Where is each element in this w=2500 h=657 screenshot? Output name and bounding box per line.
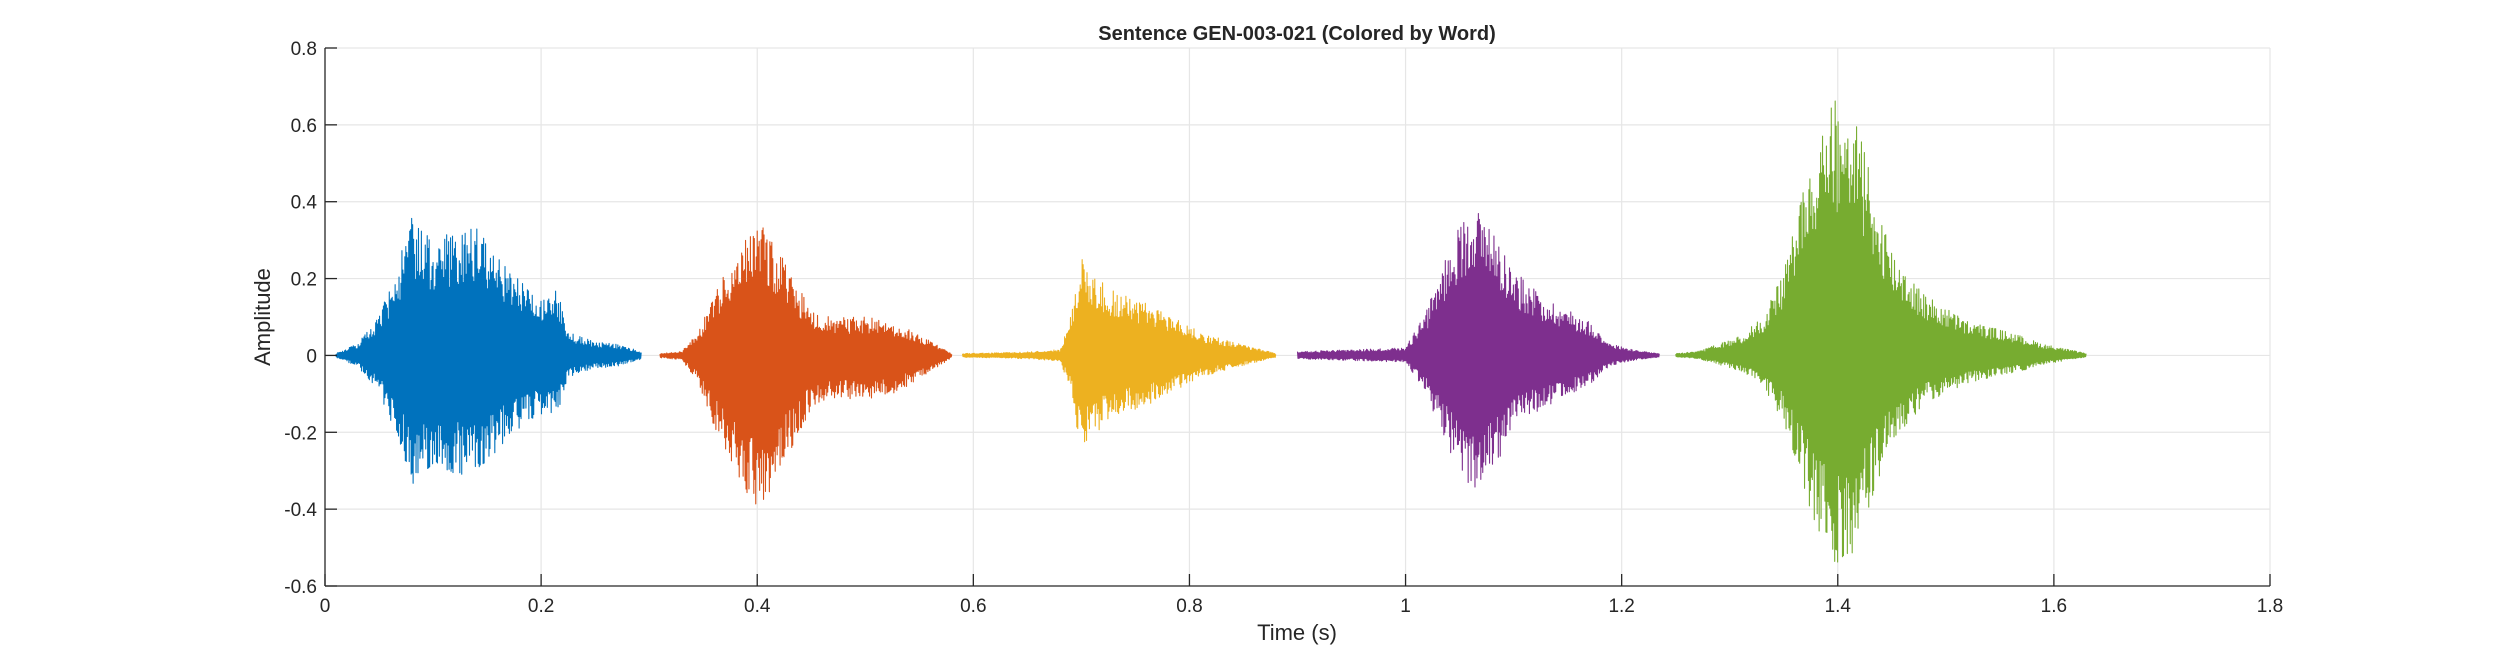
y-tick-label: 0.4 <box>291 193 318 214</box>
tick-labels: 0 0.2 0.4 0.6 0.8 1 1.2 1.4 1.6 1.8 -0.6 -0.4 -0.2 0 0… <box>284 39 2283 617</box>
y-tick-label: 0.2 <box>291 270 317 291</box>
x-tick-label: 0.4 <box>744 596 771 617</box>
y-tick-label: 0.6 <box>291 116 317 137</box>
x-tick-label: 1.6 <box>2041 596 2067 617</box>
y-tick-label: -0.6 <box>284 577 317 598</box>
x-tick-label: 1.8 <box>2257 596 2283 617</box>
tick-marks <box>324 47 2271 587</box>
plot-background <box>325 48 2270 586</box>
axes-frame <box>324 47 2271 587</box>
waveform-series-layer <box>335 100 2087 563</box>
x-tick-label: 1.4 <box>1825 596 1852 617</box>
waveform-word-2 <box>659 227 953 505</box>
x-tick-label: 1.2 <box>1608 596 1634 617</box>
x-tick-label: 0.8 <box>1176 596 1202 617</box>
waveform-word-5 <box>1675 100 2087 563</box>
x-axis-label: Time (s) <box>1257 620 1337 645</box>
x-tick-label: 0.2 <box>528 596 554 617</box>
waveform-word-1 <box>335 217 642 484</box>
y-tick-label: 0 <box>306 346 317 367</box>
y-tick-label: 0.8 <box>291 39 317 60</box>
x-tick-label: 0 <box>320 596 331 617</box>
waveform-word-3 <box>961 259 1277 443</box>
grid-lines <box>325 48 2270 586</box>
waveform-word-4 <box>1296 213 1660 488</box>
x-tick-label: 0.6 <box>960 596 986 617</box>
chart-title: Sentence GEN-003-021 (Colored by Word) <box>1098 23 1496 45</box>
y-tick-label: -0.4 <box>284 500 317 521</box>
y-tick-label: -0.2 <box>284 423 317 444</box>
y-axis-label: Amplitude <box>250 268 275 366</box>
x-tick-label: 1 <box>1400 596 1411 617</box>
